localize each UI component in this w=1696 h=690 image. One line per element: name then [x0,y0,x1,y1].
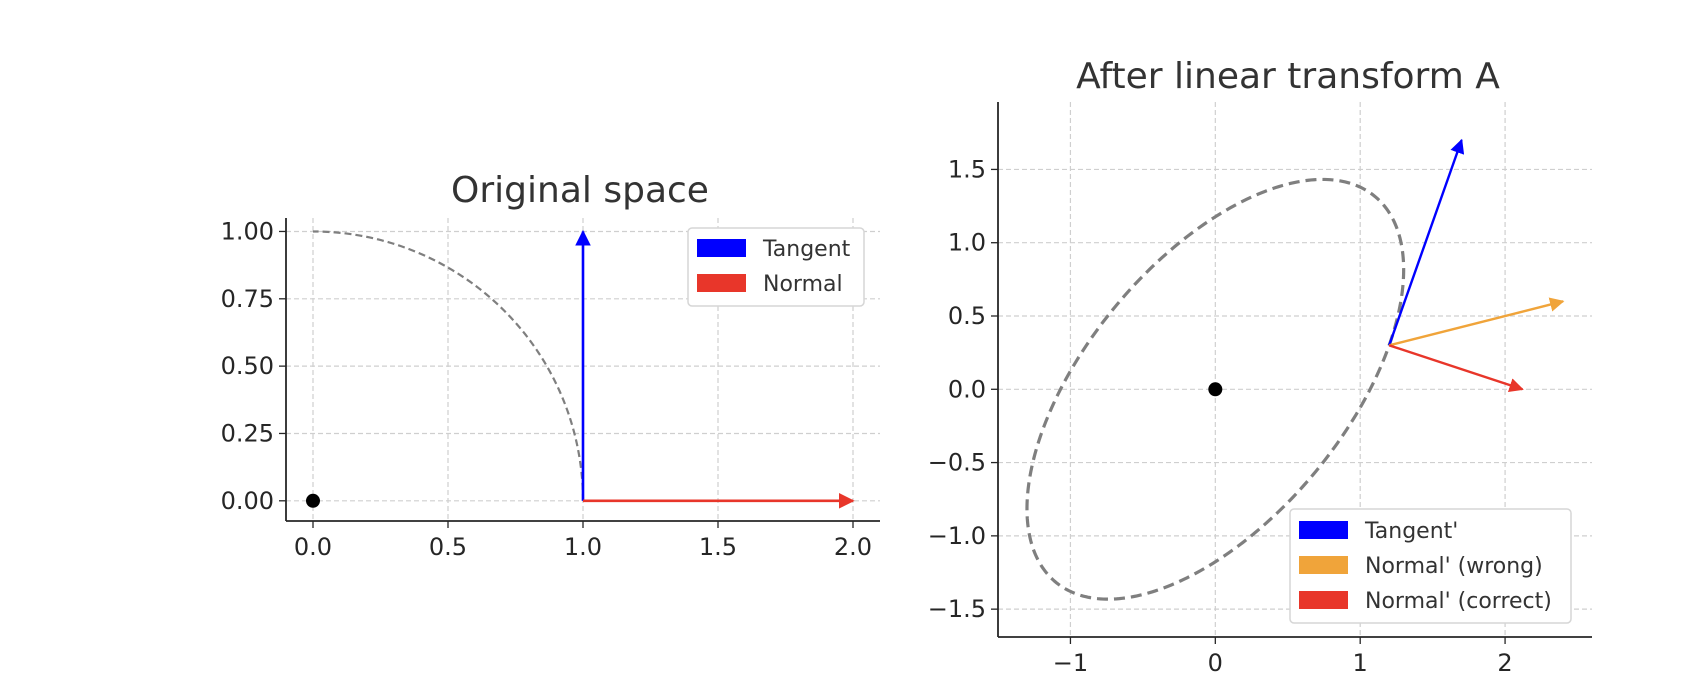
x-tick-label: 1 [1353,649,1368,677]
y-tick-label: −1.0 [928,522,986,550]
original-space-title: Original space [451,170,709,211]
x-tick-label: 0.5 [429,533,467,561]
y-tick-label: 0.25 [221,419,274,447]
origin-point [306,493,320,508]
y-tick-label: 0.5 [948,302,986,330]
legend-label-normal: Normal [763,272,843,297]
original-space-arrow-layer [575,229,855,509]
y-tick-label: −1.5 [928,595,986,623]
transformed-space-legend-box [1289,508,1572,624]
x-tick-label: 0 [1208,649,1223,677]
quarter-circle-curve [312,230,585,501]
legend-swatch-tangent-prime [1299,521,1348,539]
transformed-ellipse-curve [1025,177,1406,601]
x-tick-label: 2.0 [834,533,872,561]
legend-swatch-normal-correct [1299,591,1348,609]
x-tick-label: 1.0 [564,533,602,561]
y-tick-label: −0.5 [928,449,986,477]
x-tick-label: −1 [1053,649,1088,677]
normal-wrong-arrow [1388,297,1565,347]
legend-label-tangent-prime: Tangent' [1364,519,1458,544]
tangent-arrow [1388,138,1465,346]
transformed-space-title: After linear transform A [1076,56,1500,97]
transformed-space-axes: −1 0 1 2 −1.5 −1.0 −0.5 0.0 0.5 1.0 1.5 [928,102,1592,677]
x-tick-label: 2 [1497,649,1512,677]
legend-swatch-tangent [697,239,746,257]
transformed-space-point-layer [1208,382,1223,397]
y-tick-label: 0.00 [221,487,274,515]
legend-swatch-normal [697,274,746,292]
legend-label-normal-wrong: Normal' (wrong) [1365,554,1543,579]
y-tick-label: 0.75 [221,285,274,313]
origin-point [1208,382,1223,397]
y-tick-label: 0.0 [948,375,986,403]
y-tick-label: 1.5 [948,155,986,183]
original-space-panel: Original space 0.0 0.5 1.0 1.5 2.00.000.250.… [221,170,880,561]
transformed-space-panel: After linear transform A −1 0 1 2 −1.5 −1.0 −0… [928,56,1592,677]
original-space-axes: 0.0 0.5 1.0 1.5 2.0 0.00 0.25 0.50 0.75 1.00 [221,217,880,561]
x-tick-label: 1.5 [699,533,737,561]
y-tick-label: 1.00 [221,217,274,245]
transformed-space-curve-layer [1025,177,1406,601]
y-tick-label: 1.0 [948,229,986,257]
legend-label-tangent: Tangent [762,237,851,262]
original-space-point-layer [306,493,320,508]
y-tick-label: 0.50 [221,352,274,380]
x-tick-label: 0.0 [294,533,332,561]
transformed-space-legend: Tangent' Normal' (wrong) Normal' (correc… [1289,508,1572,624]
legend-label-normal-correct: Normal' (correct) [1365,589,1552,614]
normal-correct-arrow [1388,344,1524,393]
legend-swatch-normal-wrong [1299,556,1348,574]
original-space-curve-layer [312,230,585,501]
transformed-space-grid [998,102,1592,637]
original-space-legend: Tangent Normal [687,227,865,307]
transformed-space-arrow-layer [1388,138,1565,393]
